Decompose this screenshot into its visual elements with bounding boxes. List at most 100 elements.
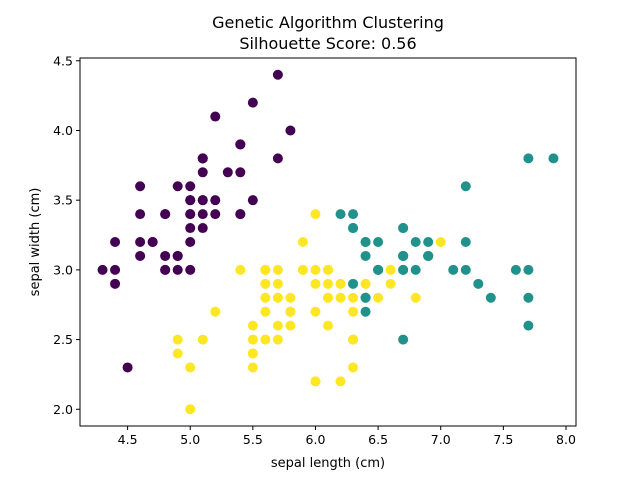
data-point-cluster-0 bbox=[135, 209, 145, 219]
y-axis-label: sepal width (cm) bbox=[28, 188, 43, 297]
data-point-cluster-0 bbox=[210, 195, 220, 205]
data-point-cluster-0 bbox=[185, 237, 195, 247]
y-tick-label: 4.0 bbox=[53, 123, 73, 138]
data-point-cluster-0 bbox=[210, 209, 220, 219]
data-point-cluster-2 bbox=[298, 265, 308, 275]
data-point-cluster-2 bbox=[361, 279, 371, 289]
data-point-cluster-1 bbox=[411, 265, 421, 275]
chart-subtitle: Silhouette Score: 0.56 bbox=[239, 34, 416, 53]
data-point-cluster-2 bbox=[310, 376, 320, 386]
data-point-cluster-1 bbox=[523, 293, 533, 303]
data-point-cluster-1 bbox=[461, 237, 471, 247]
data-point-cluster-1 bbox=[398, 265, 408, 275]
data-point-cluster-1 bbox=[373, 237, 383, 247]
data-point-cluster-1 bbox=[348, 279, 358, 289]
data-point-cluster-0 bbox=[110, 237, 120, 247]
data-point-cluster-2 bbox=[248, 362, 258, 372]
data-point-cluster-1 bbox=[448, 265, 458, 275]
data-point-cluster-2 bbox=[323, 279, 333, 289]
data-point-cluster-0 bbox=[235, 209, 245, 219]
data-point-cluster-2 bbox=[273, 335, 283, 345]
data-point-cluster-0 bbox=[248, 98, 258, 108]
data-point-cluster-2 bbox=[210, 307, 220, 317]
data-point-cluster-1 bbox=[361, 251, 371, 261]
data-point-cluster-2 bbox=[260, 307, 270, 317]
y-tick-label: 4.5 bbox=[53, 53, 73, 68]
data-point-cluster-2 bbox=[248, 335, 258, 345]
data-point-cluster-0 bbox=[273, 70, 283, 80]
data-point-cluster-2 bbox=[273, 279, 283, 289]
x-tick-label: 7.5 bbox=[493, 432, 513, 447]
data-point-cluster-2 bbox=[260, 279, 270, 289]
data-point-cluster-0 bbox=[285, 125, 295, 135]
y-tick-label: 3.0 bbox=[53, 262, 73, 277]
data-point-cluster-2 bbox=[285, 321, 295, 331]
data-point-cluster-0 bbox=[148, 237, 158, 247]
data-point-cluster-0 bbox=[185, 265, 195, 275]
data-point-cluster-0 bbox=[160, 251, 170, 261]
data-point-cluster-0 bbox=[110, 279, 120, 289]
data-point-cluster-1 bbox=[511, 265, 521, 275]
data-point-cluster-0 bbox=[248, 195, 258, 205]
data-point-cluster-2 bbox=[198, 335, 208, 345]
data-point-cluster-0 bbox=[110, 265, 120, 275]
data-point-cluster-2 bbox=[260, 293, 270, 303]
data-point-cluster-2 bbox=[348, 293, 358, 303]
data-point-cluster-2 bbox=[298, 237, 308, 247]
data-point-cluster-1 bbox=[473, 279, 483, 289]
data-point-cluster-2 bbox=[248, 321, 258, 331]
data-point-cluster-2 bbox=[373, 293, 383, 303]
data-point-cluster-1 bbox=[373, 265, 383, 275]
data-point-cluster-1 bbox=[461, 265, 471, 275]
data-point-cluster-2 bbox=[323, 321, 333, 331]
data-point-cluster-2 bbox=[260, 335, 270, 345]
data-point-cluster-1 bbox=[548, 153, 558, 163]
data-point-cluster-2 bbox=[260, 265, 270, 275]
data-point-cluster-0 bbox=[198, 223, 208, 233]
data-point-cluster-2 bbox=[310, 307, 320, 317]
data-point-cluster-1 bbox=[461, 181, 471, 191]
data-point-cluster-2 bbox=[273, 321, 283, 331]
data-point-cluster-0 bbox=[223, 167, 233, 177]
data-point-cluster-0 bbox=[198, 167, 208, 177]
x-tick-label: 7.0 bbox=[431, 432, 451, 447]
data-point-cluster-2 bbox=[348, 335, 358, 345]
data-point-cluster-1 bbox=[486, 293, 496, 303]
data-point-cluster-1 bbox=[336, 209, 346, 219]
x-tick-label: 6.5 bbox=[368, 432, 388, 447]
data-point-cluster-0 bbox=[273, 153, 283, 163]
data-point-cluster-1 bbox=[398, 223, 408, 233]
data-point-cluster-0 bbox=[235, 139, 245, 149]
data-point-cluster-1 bbox=[423, 237, 433, 247]
data-point-cluster-0 bbox=[135, 251, 145, 261]
data-point-cluster-2 bbox=[285, 307, 295, 317]
data-point-cluster-0 bbox=[185, 195, 195, 205]
data-point-cluster-0 bbox=[98, 265, 108, 275]
data-point-cluster-2 bbox=[273, 293, 283, 303]
data-point-cluster-2 bbox=[411, 293, 421, 303]
data-point-cluster-0 bbox=[185, 223, 195, 233]
data-point-cluster-2 bbox=[348, 362, 358, 372]
data-point-cluster-2 bbox=[336, 279, 346, 289]
data-point-cluster-2 bbox=[310, 209, 320, 219]
data-point-cluster-0 bbox=[185, 209, 195, 219]
data-point-cluster-1 bbox=[361, 307, 371, 317]
data-point-cluster-2 bbox=[436, 237, 446, 247]
data-point-cluster-2 bbox=[336, 376, 346, 386]
data-point-cluster-2 bbox=[173, 335, 183, 345]
data-point-cluster-2 bbox=[323, 265, 333, 275]
data-point-cluster-2 bbox=[310, 279, 320, 289]
data-point-cluster-2 bbox=[173, 349, 183, 359]
data-point-cluster-2 bbox=[285, 293, 295, 303]
data-point-cluster-2 bbox=[386, 279, 396, 289]
data-point-cluster-0 bbox=[135, 181, 145, 191]
data-point-cluster-0 bbox=[198, 153, 208, 163]
data-point-cluster-2 bbox=[248, 349, 258, 359]
x-axis-label: sepal length (cm) bbox=[271, 456, 385, 471]
data-point-cluster-0 bbox=[123, 362, 133, 372]
data-point-cluster-2 bbox=[348, 307, 358, 317]
data-point-cluster-0 bbox=[160, 265, 170, 275]
data-point-cluster-2 bbox=[336, 293, 346, 303]
